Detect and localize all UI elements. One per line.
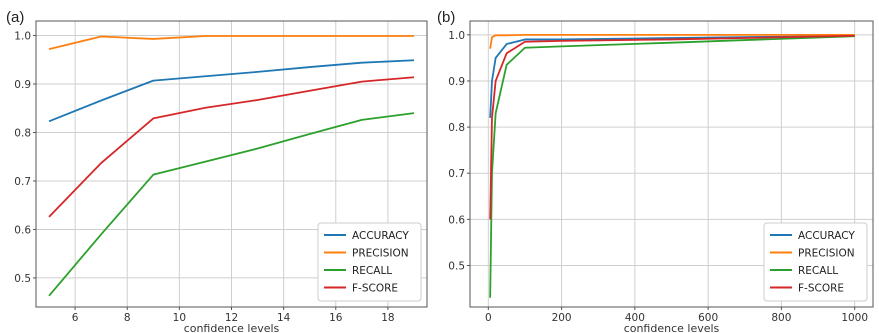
y-tick-label: 0.9 [14,79,31,91]
x-tick-label: 16 [329,312,343,324]
legend-label: RECALL [798,265,838,277]
y-tick-label: 0.9 [448,76,465,88]
legend-label: F-SCORE [798,283,844,295]
x-tick-label: 200 [552,312,572,324]
x-tick-label: 800 [771,312,791,324]
y-tick-label: 0.7 [14,176,31,188]
y-tick-label: 0.5 [448,260,465,272]
panel-label: (b) [437,9,455,26]
y-tick-label: 0.8 [448,122,465,134]
x-axis-label: confidence levels [624,322,720,333]
series-line-accuracy [48,59,415,123]
chart-panel-0: (a) 6 8 10 12 14 16 18 0.5 0.6 0.7 0.8 0.9 1.0 confide… [6,9,428,333]
x-tick-label: 18 [381,312,394,324]
series-line-accuracy [489,34,855,118]
series-line-f-score [489,34,855,220]
chart-panel-1: (b) 0 200 400 600 800 1000 0.5 0.6 0.7 0.8 0.9 1.0 co… [437,9,874,333]
x-axis-label: confidence levels [184,322,280,333]
series-line-precision [48,35,414,50]
legend-label: PRECISION [798,248,855,260]
panel-label: (a) [6,9,24,26]
y-tick-label: 1.0 [14,31,31,43]
y-tick-label: 0.8 [14,127,31,139]
series-line-f-score [48,76,415,218]
y-tick-label: 0.6 [448,214,465,226]
legend-box [317,222,422,302]
x-tick-label: 12 [225,312,238,324]
series-line-recall [489,35,855,298]
x-tick-label: 1000 [841,312,868,324]
legend-label: RECALL [352,265,392,277]
x-tick-label: 600 [698,312,718,324]
x-tick-label: 8 [124,312,131,324]
x-tick-label: 14 [277,312,291,324]
legend-box [763,222,868,302]
series-line-recall [48,112,415,297]
y-tick-label: 0.5 [14,273,31,285]
x-tick-label: 400 [625,312,645,324]
legend-label: ACCURACY [798,230,855,242]
x-tick-label: 10 [173,312,186,324]
y-tick-label: 1.0 [448,30,465,42]
plot-frame [469,20,874,308]
legend-label: ACCURACY [352,230,409,242]
x-tick-label: 0 [485,312,492,324]
x-tick-label: 6 [72,312,79,324]
legend-label: F-SCORE [352,283,398,295]
legend-label: PRECISION [352,248,409,260]
series-line-precision [489,33,855,49]
y-tick-label: 0.6 [14,224,31,236]
y-tick-label: 0.7 [448,168,465,180]
